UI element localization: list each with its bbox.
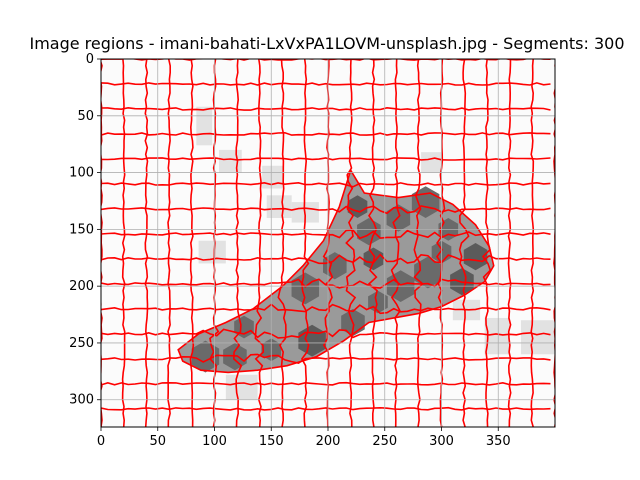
x-tick-label: 0 bbox=[97, 434, 105, 449]
x-tick-label: 50 bbox=[149, 434, 166, 449]
light-region bbox=[219, 149, 242, 173]
boundary-horizontal bbox=[101, 131, 551, 136]
boundary-vertical bbox=[232, 59, 243, 427]
boundary-horizontal bbox=[101, 59, 551, 61]
y-tick-label: 200 bbox=[69, 279, 94, 294]
light-region bbox=[421, 152, 442, 173]
boundary-vertical bbox=[144, 59, 149, 427]
grid bbox=[101, 59, 555, 427]
y-tick-label: 300 bbox=[69, 393, 94, 408]
light-region bbox=[225, 374, 258, 400]
boundary-vertical bbox=[530, 59, 535, 427]
boundary-vertical bbox=[507, 59, 512, 427]
x-tick-label: 200 bbox=[316, 434, 341, 449]
dark-region bbox=[368, 290, 388, 314]
boundary-horizontal bbox=[101, 381, 551, 386]
x-tick-label: 100 bbox=[202, 434, 227, 449]
light-region bbox=[266, 195, 292, 219]
light-region bbox=[196, 106, 213, 146]
axes: 0 50 100 150 200 250 300 350 0 50 100 150 200 250 300 bbox=[69, 52, 556, 449]
dark-region bbox=[463, 243, 488, 271]
boundary-horizontal bbox=[101, 157, 551, 161]
boundary-vertical bbox=[390, 59, 401, 427]
boundary-vertical bbox=[254, 59, 265, 427]
boundary-horizontal bbox=[101, 328, 551, 339]
y-tick-label: 100 bbox=[69, 166, 94, 181]
boundary-horizontal bbox=[101, 303, 551, 315]
x-tick-label: 250 bbox=[372, 434, 397, 449]
chart-title: Image regions - imani-bahati-LxVxPA1LOVM… bbox=[29, 34, 624, 53]
y-tick-label: 150 bbox=[69, 222, 94, 237]
image-layer bbox=[101, 59, 555, 427]
boundary-horizontal bbox=[101, 406, 551, 411]
dark-region bbox=[323, 252, 347, 280]
boundary-vertical bbox=[167, 59, 171, 427]
boundary-vertical bbox=[277, 59, 287, 427]
boundary-vertical bbox=[481, 59, 492, 427]
boundary-horizontal bbox=[101, 82, 551, 86]
leaf-boundary bbox=[177, 168, 495, 374]
boundary-vertical bbox=[458, 59, 470, 427]
dark-region bbox=[347, 195, 368, 219]
y-tick-label: 0 bbox=[86, 52, 94, 67]
light-region bbox=[520, 320, 555, 355]
boundary-vertical bbox=[121, 59, 126, 427]
boundary-vertical bbox=[300, 59, 310, 427]
dark-region bbox=[414, 256, 442, 289]
x-tick-label: 300 bbox=[429, 434, 454, 449]
boundary-vertical bbox=[436, 59, 446, 427]
boundary-vertical bbox=[367, 59, 378, 427]
boundary-horizontal bbox=[101, 106, 551, 111]
light-region bbox=[484, 317, 510, 355]
boundary-vertical bbox=[413, 59, 425, 427]
plot-area bbox=[101, 59, 555, 427]
y-tick-label: 50 bbox=[77, 109, 94, 124]
boundary-vertical bbox=[345, 59, 357, 427]
boundary-horizontal bbox=[101, 253, 551, 265]
x-tick-label: 350 bbox=[486, 434, 511, 449]
boundary-horizontal bbox=[101, 278, 551, 289]
boundary-horizontal bbox=[101, 205, 551, 215]
x-tick-label: 150 bbox=[259, 434, 284, 449]
boundary-horizontal bbox=[101, 181, 551, 188]
y-tick-label: 250 bbox=[69, 336, 94, 351]
boundary-horizontal bbox=[101, 353, 551, 365]
